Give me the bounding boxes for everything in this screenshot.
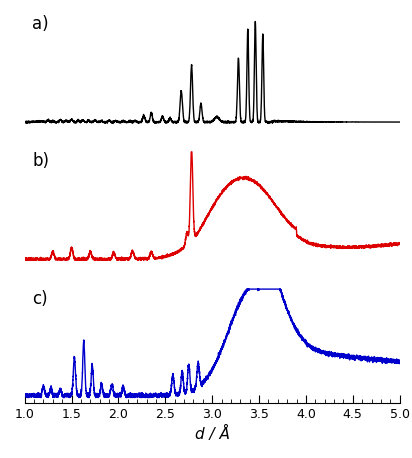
X-axis label: d / Å: d / Å bbox=[195, 426, 229, 442]
Text: a): a) bbox=[32, 15, 49, 33]
Text: c): c) bbox=[32, 289, 48, 308]
Text: b): b) bbox=[32, 153, 49, 170]
